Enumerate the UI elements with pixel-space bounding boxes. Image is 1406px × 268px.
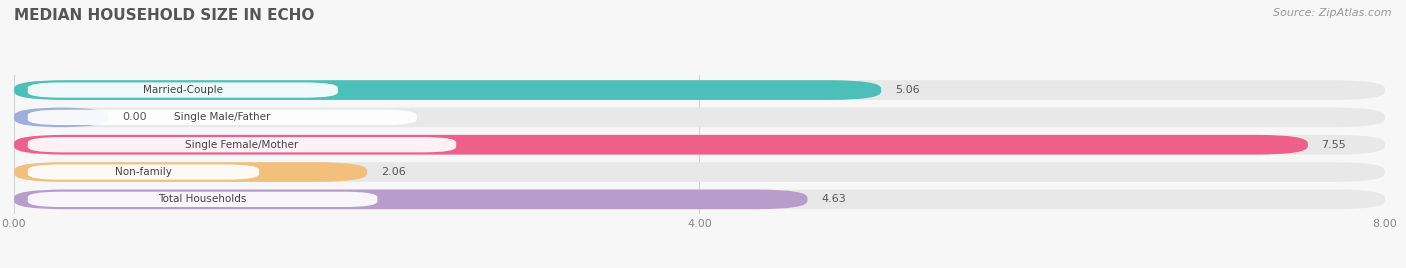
- FancyBboxPatch shape: [28, 83, 337, 98]
- FancyBboxPatch shape: [28, 137, 456, 152]
- Text: MEDIAN HOUSEHOLD SIZE IN ECHO: MEDIAN HOUSEHOLD SIZE IN ECHO: [14, 8, 315, 23]
- Text: Married-Couple: Married-Couple: [143, 85, 222, 95]
- Text: Total Households: Total Households: [159, 194, 246, 204]
- Text: 2.06: 2.06: [381, 167, 405, 177]
- FancyBboxPatch shape: [28, 110, 416, 125]
- FancyBboxPatch shape: [28, 164, 259, 180]
- Text: 7.55: 7.55: [1322, 140, 1347, 150]
- FancyBboxPatch shape: [14, 135, 1308, 155]
- Text: Source: ZipAtlas.com: Source: ZipAtlas.com: [1274, 8, 1392, 18]
- FancyBboxPatch shape: [14, 162, 367, 182]
- FancyBboxPatch shape: [14, 80, 882, 100]
- Text: 4.63: 4.63: [821, 194, 846, 204]
- FancyBboxPatch shape: [28, 192, 377, 207]
- FancyBboxPatch shape: [14, 80, 1385, 100]
- FancyBboxPatch shape: [14, 189, 1385, 209]
- FancyBboxPatch shape: [14, 107, 1385, 127]
- Text: 0.00: 0.00: [122, 112, 146, 122]
- Text: Single Female/Mother: Single Female/Mother: [186, 140, 298, 150]
- Text: Single Male/Father: Single Male/Father: [174, 112, 270, 122]
- FancyBboxPatch shape: [14, 162, 1385, 182]
- Text: Non-family: Non-family: [115, 167, 172, 177]
- FancyBboxPatch shape: [14, 135, 1385, 155]
- Text: 5.06: 5.06: [894, 85, 920, 95]
- FancyBboxPatch shape: [14, 189, 807, 209]
- FancyBboxPatch shape: [14, 107, 108, 127]
